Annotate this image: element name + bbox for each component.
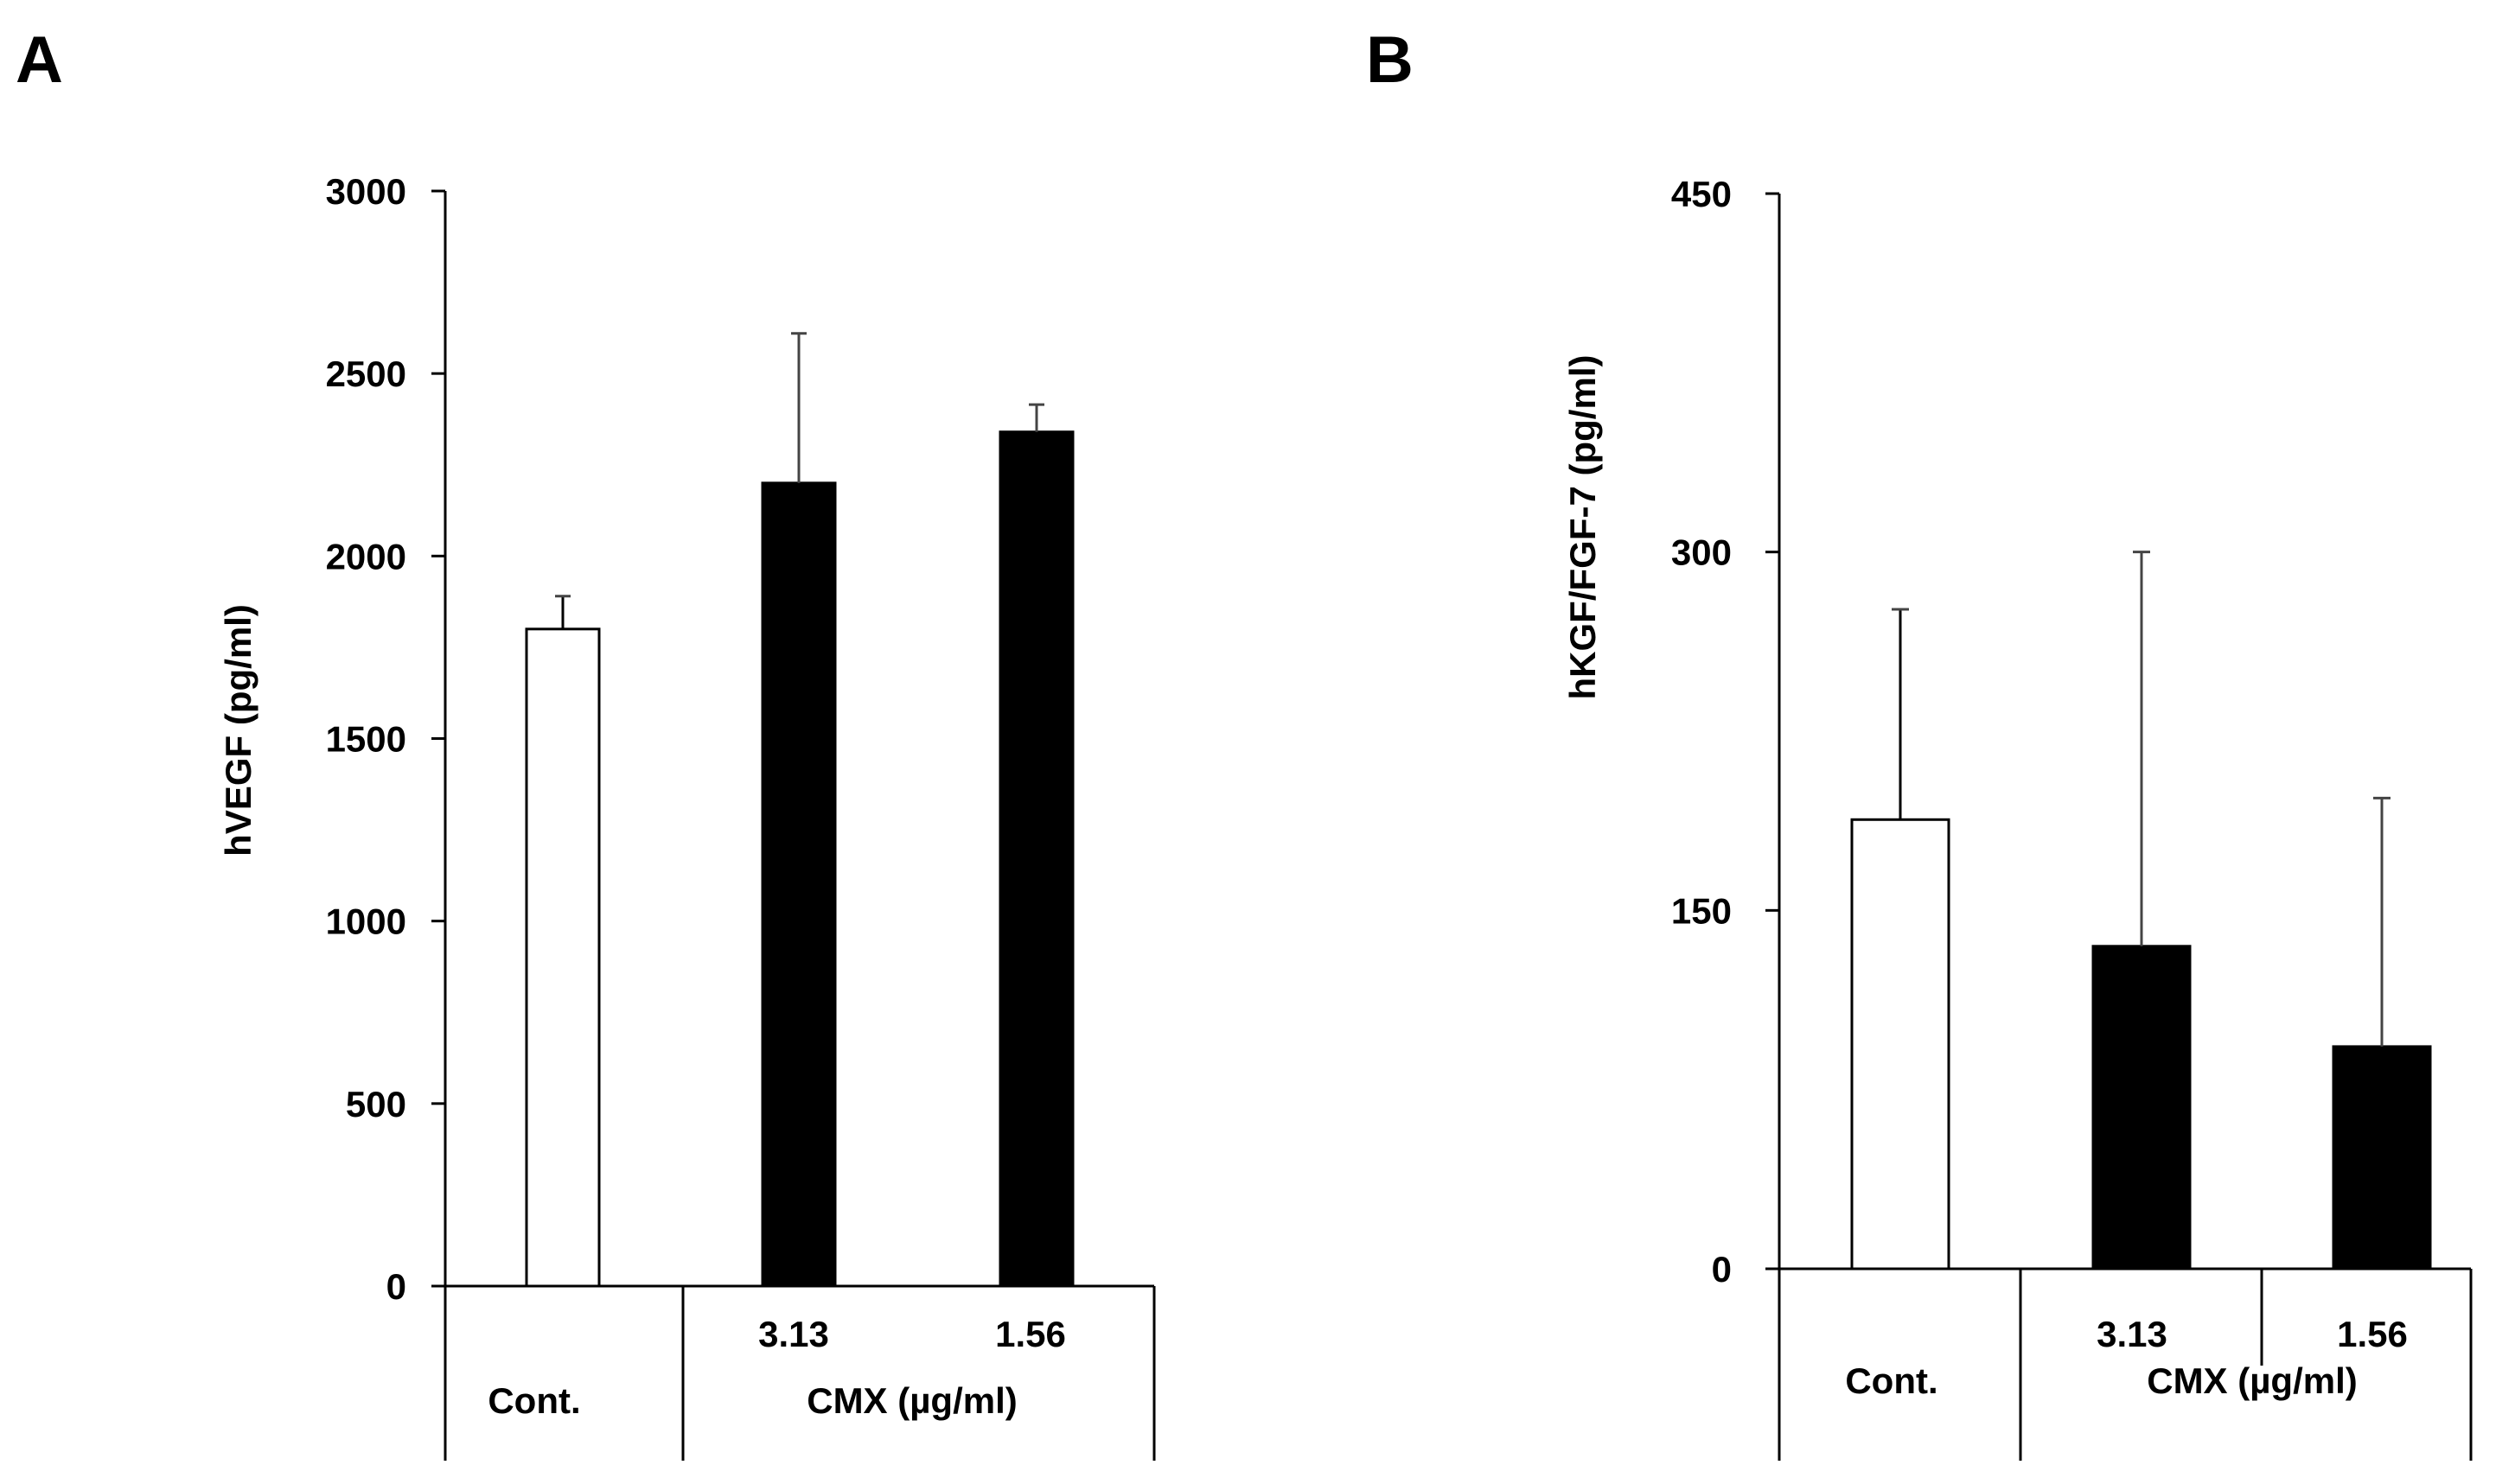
panel-b-y-ticks: 0 150 300 450 <box>1671 174 1779 1290</box>
panel-b-y-tick-label: 450 <box>1671 174 1732 214</box>
panel-a-bar <box>525 627 601 1288</box>
panel-a-category-label: 1.56 <box>995 1314 1066 1354</box>
panel-b-y-axis-label: hKGF/FGF-7 (pg/ml) <box>1562 355 1603 700</box>
panel-b-category-label: 1.56 <box>2337 1314 2408 1354</box>
panel-b-bar <box>1850 818 1950 1271</box>
panel-a-y-ticks: 0 500 1000 1500 2000 2500 3000 <box>326 171 445 1307</box>
panel-a-y-tick-label: 3000 <box>326 171 406 212</box>
panel-b-category-label: 3.13 <box>2097 1314 2167 1354</box>
panel-b-control-label: Cont. <box>1845 1360 1937 1401</box>
panel-b-bars <box>1850 551 2432 1271</box>
panel-a-y-tick-label: 2500 <box>326 353 406 394</box>
panel-a-y-tick-label: 2000 <box>326 536 406 576</box>
panel-a-y-axis-label: hVEGF (pg/ml) <box>218 604 259 857</box>
panel-b-letter: B <box>1366 23 1414 97</box>
panel-a: A hVEGF (pg/ml) 0 500 1000 1500 2000 2500 3000… <box>16 23 1156 1461</box>
panel-a-group-label: CMX (µg/ml) <box>807 1380 1018 1421</box>
panel-b-bar <box>2091 945 2192 1271</box>
panel-a-letter: A <box>16 23 63 97</box>
panel-b-axes <box>1778 194 2473 1461</box>
panel-b-y-tick-label: 300 <box>1671 532 1732 573</box>
panel-a-bar <box>999 430 1075 1288</box>
panel-b-group-label: CMX (µg/ml) <box>2147 1360 2358 1401</box>
panel-b-y-tick-label: 0 <box>1712 1249 1732 1290</box>
panel-a-bar <box>761 481 837 1288</box>
panel-a-y-tick-label: 0 <box>386 1266 406 1307</box>
panel-a-y-tick-label: 1000 <box>326 901 406 942</box>
panel-a-y-tick-label: 1500 <box>326 719 406 760</box>
panel-a-control-label: Cont. <box>488 1380 580 1421</box>
panel-a-y-tick-label: 500 <box>346 1084 406 1124</box>
panel-b-bar <box>2332 1045 2432 1271</box>
panel-a-category-label: 3.13 <box>758 1314 829 1354</box>
panel-b-y-tick-label: 150 <box>1671 890 1732 931</box>
panel-b: B hKGF/FGF-7 (pg/ml) 0 150 300 450 Cont. 3.… <box>1366 23 2473 1461</box>
panel-a-axes <box>444 191 1156 1461</box>
panel-a-bars <box>525 332 1075 1288</box>
